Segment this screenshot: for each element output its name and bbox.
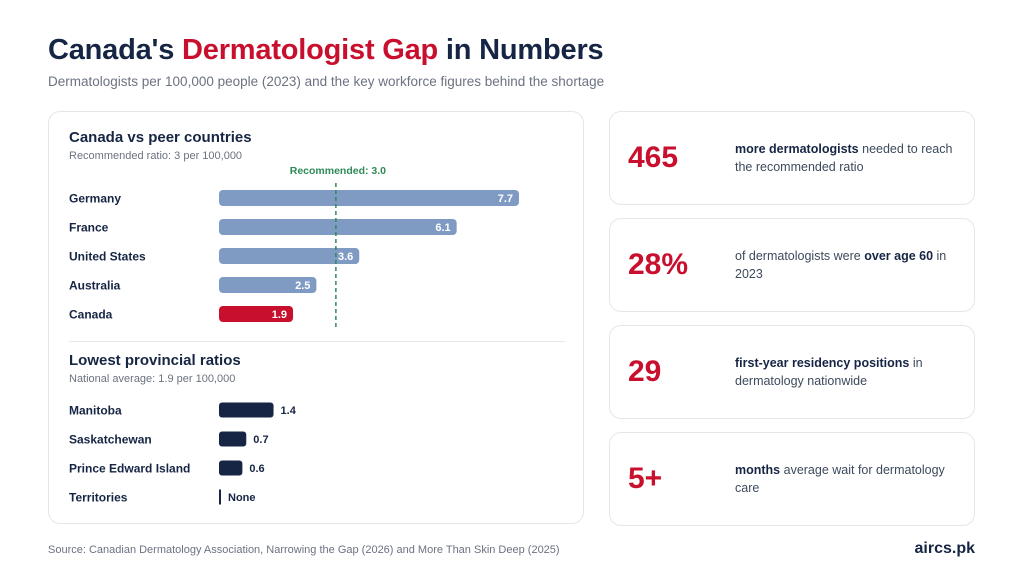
title-part-2: in Numbers <box>438 34 604 66</box>
stat-description: months average wait for dermatology care <box>735 463 945 495</box>
data-label: 0.7 <box>253 434 268 446</box>
source-note: Source: Canadian Dermatology Association… <box>48 544 560 556</box>
peer-countries-chart: Recommended: 3.0 Germany 7.7 France 6.1 Unite… <box>69 165 519 329</box>
bar <box>219 219 457 235</box>
data-label: 0.6 <box>249 463 264 475</box>
data-label: 7.7 <box>498 193 513 205</box>
category-label: United States <box>69 250 146 264</box>
recommended-label: Recommended: 3.0 <box>290 165 386 177</box>
stat-description: of dermatologists were over age 60 in 20… <box>735 249 947 281</box>
stat-description: first-year residency positions in dermat… <box>735 356 923 388</box>
stat-card-2: 28% of dermatologists were over age 60 i… <box>609 218 975 312</box>
provincial-ratios-chart: Manitoba 1.4 Saskatchewan 0.7 Prince Edward … <box>69 402 297 505</box>
stat-description: more dermatologists needed to reach the … <box>735 142 953 174</box>
provincial-chart-title: Lowest provincial ratios <box>69 352 241 369</box>
stat-value: 465 <box>628 141 679 174</box>
stat-value: 28% <box>628 248 689 281</box>
category-label: Saskatchewan <box>69 433 152 447</box>
bar <box>219 402 274 418</box>
data-label: 1.9 <box>272 309 287 321</box>
category-label: Australia <box>69 279 121 293</box>
category-label: Canada <box>69 308 113 322</box>
data-label: None <box>228 492 256 504</box>
category-label: Manitoba <box>69 404 122 418</box>
data-label: 6.1 <box>435 222 450 234</box>
page-title: Canada's Dermatologist Gap in Numbers <box>48 34 604 67</box>
brand-logo: aircs.pk <box>914 540 975 557</box>
title-accent: Dermatologist Gap <box>182 34 439 66</box>
stat-card-1: 465 more dermatologists needed to reach … <box>609 111 975 205</box>
bar <box>219 460 243 476</box>
bar <box>219 277 317 293</box>
provincial-chart-subtitle: National average: 1.9 per 100,000 <box>69 373 236 385</box>
stat-card-3: 29 first-year residency positions in der… <box>609 325 975 419</box>
stat-card-4: 5+ months average wait for dermatology c… <box>609 432 975 526</box>
bar <box>219 190 519 206</box>
bar <box>219 431 247 447</box>
data-label: 3.6 <box>338 251 353 263</box>
title-part-1: Canada's <box>48 34 183 66</box>
divider <box>69 341 565 342</box>
stat-value: 29 <box>628 355 662 388</box>
zero-bar <box>219 489 221 505</box>
category-label: France <box>69 221 109 235</box>
category-label: Germany <box>69 192 121 206</box>
highlight-bar <box>219 306 294 322</box>
stat-value: 5+ <box>628 462 663 495</box>
page-subtitle: Dermatologists per 100,000 people (2023)… <box>48 74 605 89</box>
data-label: 2.5 <box>295 280 310 292</box>
chart-panel: Canada vs peer countries Recommended rat… <box>48 111 584 524</box>
peer-chart-title: Canada vs peer countries <box>69 129 252 146</box>
bar <box>219 248 360 264</box>
category-label: Territories <box>69 491 128 505</box>
category-label: Prince Edward Island <box>69 462 190 476</box>
peer-chart-subtitle: Recommended ratio: 3 per 100,000 <box>69 150 243 162</box>
data-label: 1.4 <box>281 405 297 417</box>
